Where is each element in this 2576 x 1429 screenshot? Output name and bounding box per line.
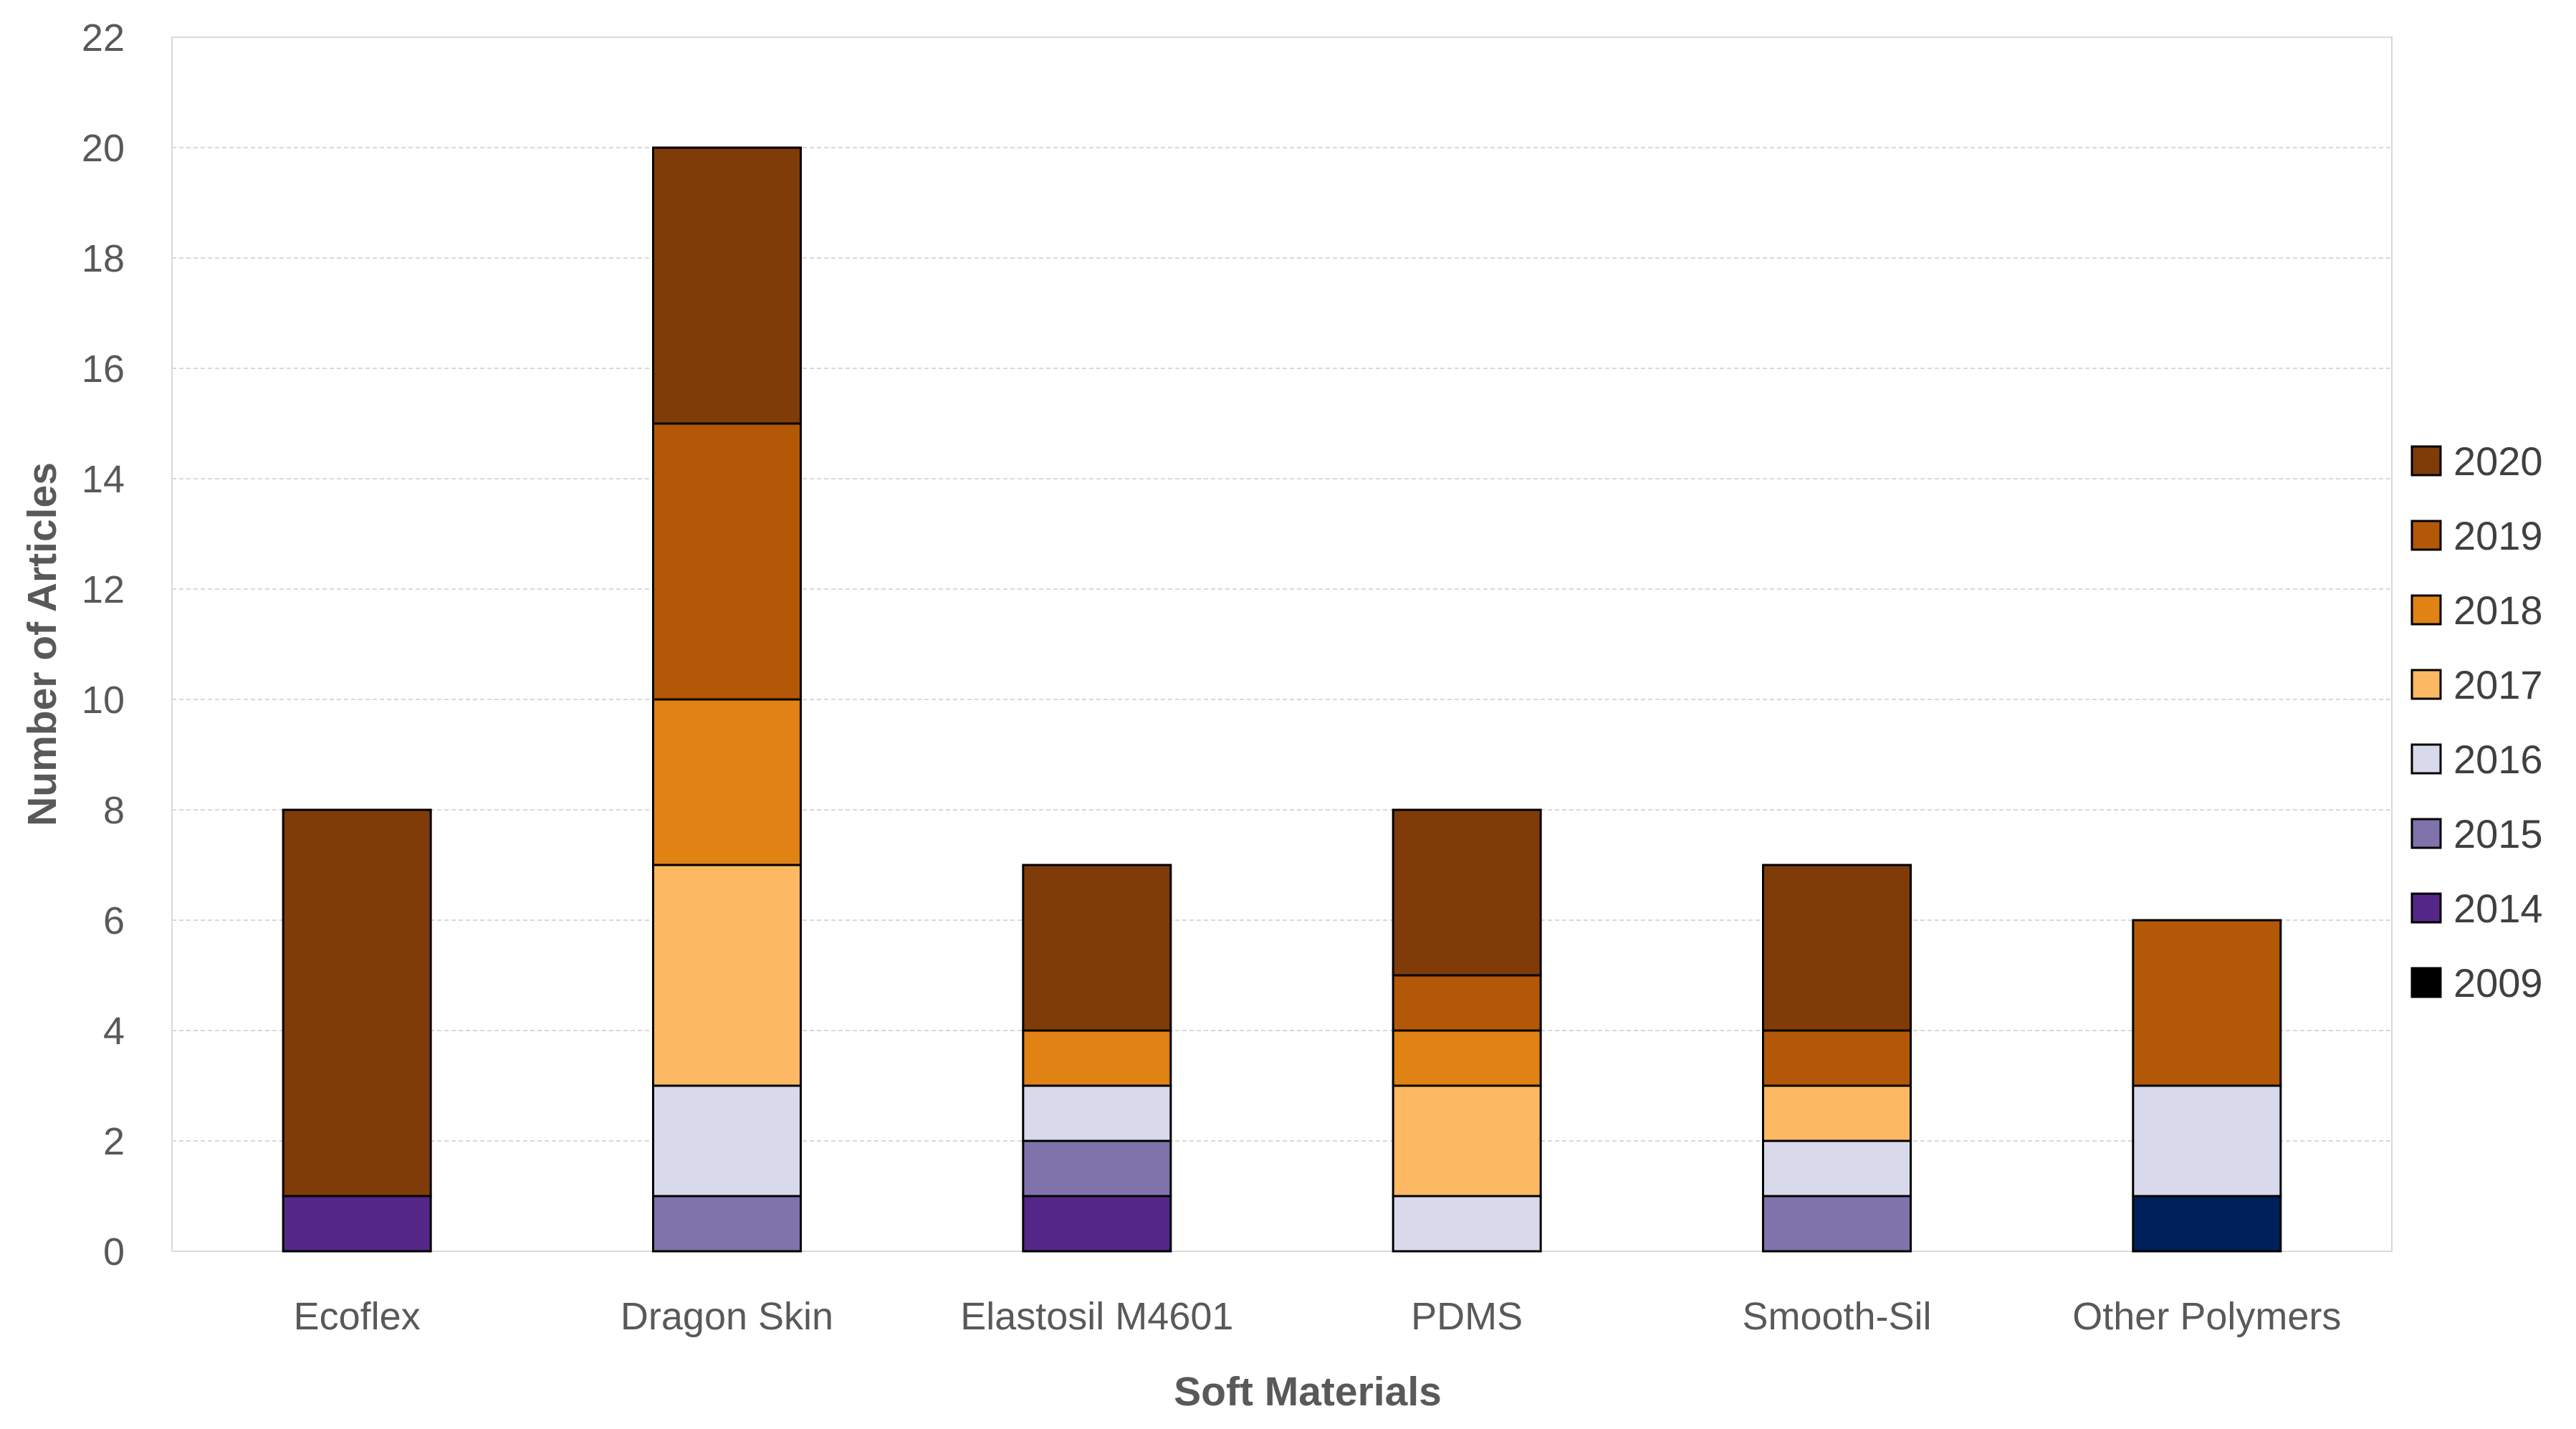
bar-segment-other-polymers-2019 bbox=[2132, 919, 2282, 1087]
x-axis-title: Soft Materials bbox=[1174, 1369, 1442, 1415]
bar-segment-smooth-sil-2020 bbox=[1762, 864, 1912, 1032]
bar-stacks bbox=[282, 146, 2282, 1253]
legend-item-2019: 2019 bbox=[2410, 513, 2543, 558]
bar-segment-elastosil-m4601-2020 bbox=[1022, 864, 1172, 1032]
bar-stack-ecoflex bbox=[282, 808, 432, 1253]
bar-segment-elastosil-m4601-2016 bbox=[1022, 1084, 1172, 1142]
bar-segment-dragon-skin-2019 bbox=[652, 422, 802, 701]
bar-segment-dragon-skin-2020 bbox=[652, 146, 802, 425]
bar-segment-smooth-sil-2015 bbox=[1762, 1195, 1912, 1253]
legend-label: 2015 bbox=[2453, 811, 2543, 856]
legend-item-2017: 2017 bbox=[2410, 662, 2543, 707]
x-tick-label: Ecoflex bbox=[294, 1295, 421, 1338]
legend-item-2009: 2009 bbox=[2410, 960, 2543, 1005]
y-axis-tick-labels: 0 2 4 6 8 10 12 14 16 18 20 22 bbox=[82, 16, 125, 1273]
y-tick-label: 22 bbox=[82, 16, 125, 59]
legend-label: 2016 bbox=[2453, 737, 2543, 782]
bar-stack-elastosil-m4601 bbox=[1022, 864, 1172, 1253]
legend-item-2015: 2015 bbox=[2410, 811, 2543, 856]
x-tick-label: Other Polymers bbox=[2072, 1295, 2341, 1338]
bar-stack-other-polymers bbox=[2132, 919, 2282, 1253]
y-tick-label: 12 bbox=[82, 568, 125, 611]
y-tick-label: 2 bbox=[103, 1120, 125, 1163]
y-tick-label: 16 bbox=[82, 348, 125, 391]
legend-swatch bbox=[2410, 669, 2442, 700]
bar-segment-pdms-2020 bbox=[1392, 808, 1542, 977]
y-tick-label: 10 bbox=[82, 679, 125, 722]
y-tick-label: 4 bbox=[103, 1010, 125, 1053]
bar-segment-other-polymers-2016 bbox=[2132, 1084, 2282, 1198]
legend: 2020 2019 2018 2017 2016 2015 2014 2009 bbox=[2410, 439, 2543, 1005]
x-tick-label: Elastosil M4601 bbox=[960, 1295, 1233, 1338]
x-axis-tick-labels: Ecoflex Dragon Skin Elastosil M4601 PDMS Smo… bbox=[294, 1295, 2342, 1338]
bar-segment-smooth-sil-2019 bbox=[1762, 1029, 1912, 1087]
bar-segment-pdms-2019 bbox=[1392, 974, 1542, 1032]
bar-segment-dragon-skin-2016 bbox=[652, 1084, 802, 1198]
bar-segment-pdms-2016 bbox=[1392, 1195, 1542, 1253]
bar-segment-elastosil-m4601-2015 bbox=[1022, 1139, 1172, 1198]
bar-segment-dragon-skin-2018 bbox=[652, 698, 802, 866]
bar-segment-ecoflex-2020 bbox=[282, 808, 432, 1198]
bar-segment-elastosil-m4601-2018 bbox=[1022, 1029, 1172, 1087]
bar-stack-smooth-sil bbox=[1762, 864, 1912, 1253]
bar-segment-pdms-2017 bbox=[1392, 1084, 1542, 1198]
bar-segment-smooth-sil-2016 bbox=[1762, 1139, 1912, 1198]
y-tick-label: 20 bbox=[82, 127, 125, 170]
x-tick-label: Dragon Skin bbox=[621, 1295, 833, 1338]
bar-stack-pdms bbox=[1392, 808, 1542, 1253]
bar-segment-dragon-skin-2015 bbox=[652, 1195, 802, 1253]
gridlines bbox=[172, 147, 2392, 1142]
legend-label: 2020 bbox=[2453, 439, 2543, 484]
x-tick-label: Smooth-Sil bbox=[1742, 1295, 1931, 1338]
legend-label: 2018 bbox=[2453, 588, 2543, 633]
legend-swatch bbox=[2410, 594, 2442, 626]
y-tick-label: 14 bbox=[82, 458, 125, 501]
bar-segment-other-polymers-2009 bbox=[2132, 1195, 2282, 1253]
y-tick-label: 18 bbox=[82, 237, 125, 280]
legend-item-2020: 2020 bbox=[2410, 439, 2543, 484]
legend-swatch bbox=[2410, 743, 2442, 775]
y-tick-label: 8 bbox=[103, 789, 125, 832]
bar-segment-elastosil-m4601-2014 bbox=[1022, 1195, 1172, 1253]
bar-segment-smooth-sil-2017 bbox=[1762, 1084, 1912, 1142]
legend-swatch bbox=[2410, 818, 2442, 849]
legend-label: 2014 bbox=[2453, 886, 2543, 931]
legend-item-2016: 2016 bbox=[2410, 737, 2543, 782]
legend-label: 2019 bbox=[2453, 513, 2543, 558]
y-axis-title: Number of Articles bbox=[19, 462, 65, 826]
legend-swatch bbox=[2410, 520, 2442, 551]
bar-segment-pdms-2018 bbox=[1392, 1029, 1542, 1087]
y-tick-label: 0 bbox=[103, 1230, 125, 1273]
legend-item-2014: 2014 bbox=[2410, 886, 2543, 931]
legend-swatch bbox=[2410, 445, 2442, 477]
legend-item-2018: 2018 bbox=[2410, 588, 2543, 633]
legend-label: 2009 bbox=[2453, 960, 2543, 1005]
bar-segment-ecoflex-2014 bbox=[282, 1195, 432, 1253]
bar-segment-dragon-skin-2017 bbox=[652, 864, 802, 1087]
plot-area bbox=[171, 37, 2393, 1252]
bar-stack-dragon-skin bbox=[652, 146, 802, 1253]
legend-label: 2017 bbox=[2453, 662, 2543, 707]
x-tick-label: PDMS bbox=[1411, 1295, 1523, 1338]
legend-swatch bbox=[2410, 892, 2442, 924]
y-tick-label: 6 bbox=[103, 899, 125, 942]
legend-swatch bbox=[2410, 967, 2442, 998]
